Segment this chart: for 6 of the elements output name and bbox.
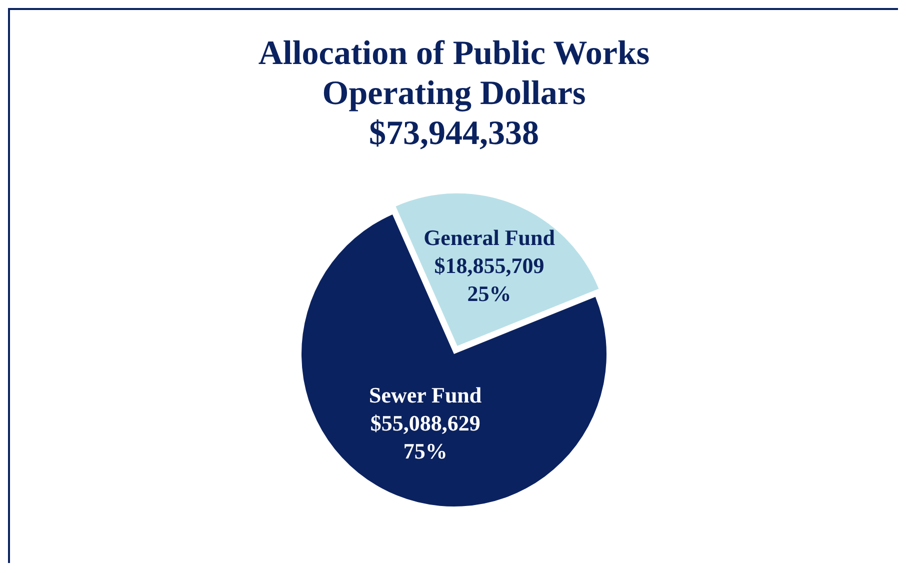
- data-label: $55,088,629 75%: [370, 410, 480, 464]
- chart-subtitle: $73,944,338: [368, 114, 540, 154]
- data-label: $18,855,709 25%: [434, 252, 544, 306]
- slice-label: General Fund: [424, 224, 555, 250]
- chart-title: Allocation of Public Works Operating Dollars: [257, 34, 651, 114]
- slice-label: Sewer Fund: [368, 382, 482, 408]
